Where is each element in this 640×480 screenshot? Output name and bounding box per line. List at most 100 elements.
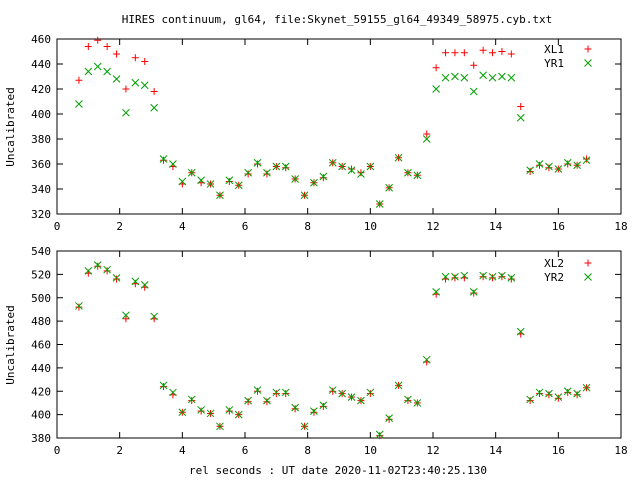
bottom-point-yr2-d2 [169,388,177,397]
bottom-point-xl2 [272,390,280,398]
top-point-yr1-d2 [187,168,196,177]
top-ytick-label: 320 [31,208,51,221]
top-point-yr1-d2 [582,156,591,165]
bottom-point-yr2 [582,383,591,392]
top-point-xl1 [254,160,262,168]
bottom-xtick-label: 6 [242,444,249,457]
bottom-ytick-label: 500 [31,292,51,305]
top-xtick-label: 12 [426,220,439,233]
top-point-yr1 [573,161,581,170]
top-point-yr1-d2 [112,75,121,83]
bottom-point-xl2 [329,387,337,395]
bottom-point-yr2-d2 [93,261,102,269]
bottom-point-yr2-d2 [451,272,459,281]
top-point-xl1 [94,36,102,44]
top-point-yr1-d2 [394,153,403,162]
top-point-yr1 [545,162,553,171]
bottom-point-yr2-d2 [545,389,553,398]
top-point-yr1-d2 [216,191,224,200]
bottom-point-yr2 [112,274,121,282]
bottom-axis-ticks: 0 2 4 6 8 10 12 14 16 18 380 400 420 440 460 480 500 520 5… [31,245,628,457]
top-point-yr1-d2 [460,73,469,82]
top-point-yr1-d2 [319,172,328,181]
top-ytick-label: 340 [31,183,51,196]
bottom-point-yr2 [122,311,130,320]
bottom-point-xl2 [254,387,262,395]
top-ytick-label: 380 [31,133,51,146]
bottom-point-yr2 [366,388,375,397]
bottom-point-yr2-d2 [516,327,525,336]
top-point-yr1-d2 [244,168,252,177]
bottom-point-yr2 [131,277,140,286]
bottom-point-yr2-d2 [385,414,393,422]
top-point-yr1 [244,168,252,177]
top-point-xl1 [84,43,92,50]
bottom-point-yr2 [357,396,365,405]
top-point-yr1 [291,175,299,183]
bottom-point-xl2 [75,303,83,311]
bottom-point-yr2-d2 [347,393,356,401]
bottom-point-yr2 [488,272,497,281]
bottom-point-yr2-d2 [159,381,168,390]
top-point-yr1-d2 [263,168,271,177]
bottom-point-yr2 [563,387,572,396]
top-point-yr1 [300,191,309,200]
bottom-point-yr2 [300,422,309,431]
bottom-point-yr2-d2 [479,271,487,280]
top-ytick-label: 420 [31,83,51,96]
bottom-point-yr2 [460,271,469,280]
top-point-yr1 [422,135,431,143]
bottom-point-yr2 [140,281,149,289]
top-point-yr1-d2 [272,162,281,171]
top-point-yr1 [131,78,140,87]
bottom-point-yr2-d2 [507,274,516,282]
top-point-xl1 [357,169,365,177]
bottom-point-yr2-d2 [197,406,205,414]
top-ytick-label: 400 [31,108,51,121]
bottom-point-xl2 [319,402,327,410]
bottom-point-yr2 [328,386,337,394]
top-ytick-label: 460 [31,33,51,46]
bottom-point-xl2 [113,275,121,283]
bottom-point-xl2 [554,394,562,402]
bottom-ytick-label: 480 [31,315,51,328]
top-point-yr1 [272,162,281,171]
top-point-yr1-d2 [488,73,497,82]
bottom-data-marks [75,261,591,440]
top-point-yr1 [479,71,487,80]
bottom-point-xl2 [188,397,196,405]
top-point-yr1-d2 [131,78,140,87]
top-point-yr1 [357,170,365,178]
legend-label-yr1: YR1 [544,57,564,70]
top-point-yr1-d2 [93,62,102,71]
top-point-yr1-d2 [526,166,534,175]
top-point-xl1 [103,43,111,50]
bottom-point-yr2-d2 [281,388,290,397]
top-point-yr1-d2 [498,72,506,81]
bottom-point-yr2-d2 [75,302,83,310]
top-xtick-label: 4 [179,220,186,233]
bottom-point-yr2-d2 [432,288,440,296]
bottom-legend-mark-yr2 [584,273,592,281]
bottom-point-yr2 [385,414,393,422]
bottom-point-xl2 [310,408,318,416]
bottom-point-yr2 [479,271,487,280]
top-point-yr1 [234,181,243,190]
top-xtick-label: 10 [364,220,377,233]
bottom-point-yr2 [93,261,102,269]
top-point-yr1 [319,172,328,181]
bottom-point-yr2 [526,395,534,404]
bottom-point-yr2 [310,407,318,415]
top-point-yr1-d2 [441,73,450,82]
top-point-yr1-d2 [178,177,187,186]
top-point-xl1 [536,161,544,169]
bottom-point-yr2 [84,267,93,275]
top-point-yr1-d2 [347,166,356,175]
top-point-yr1 [375,200,384,208]
bottom-point-yr2 [197,406,205,414]
top-point-xl1 [131,54,139,62]
top-plot: 0 2 4 6 8 10 12 14 16 18320340360380400420440460 … [4,33,628,233]
top-point-yr1 [122,108,130,117]
bottom-xtick-label: 10 [364,444,377,457]
top-point-yr1 [187,168,196,177]
